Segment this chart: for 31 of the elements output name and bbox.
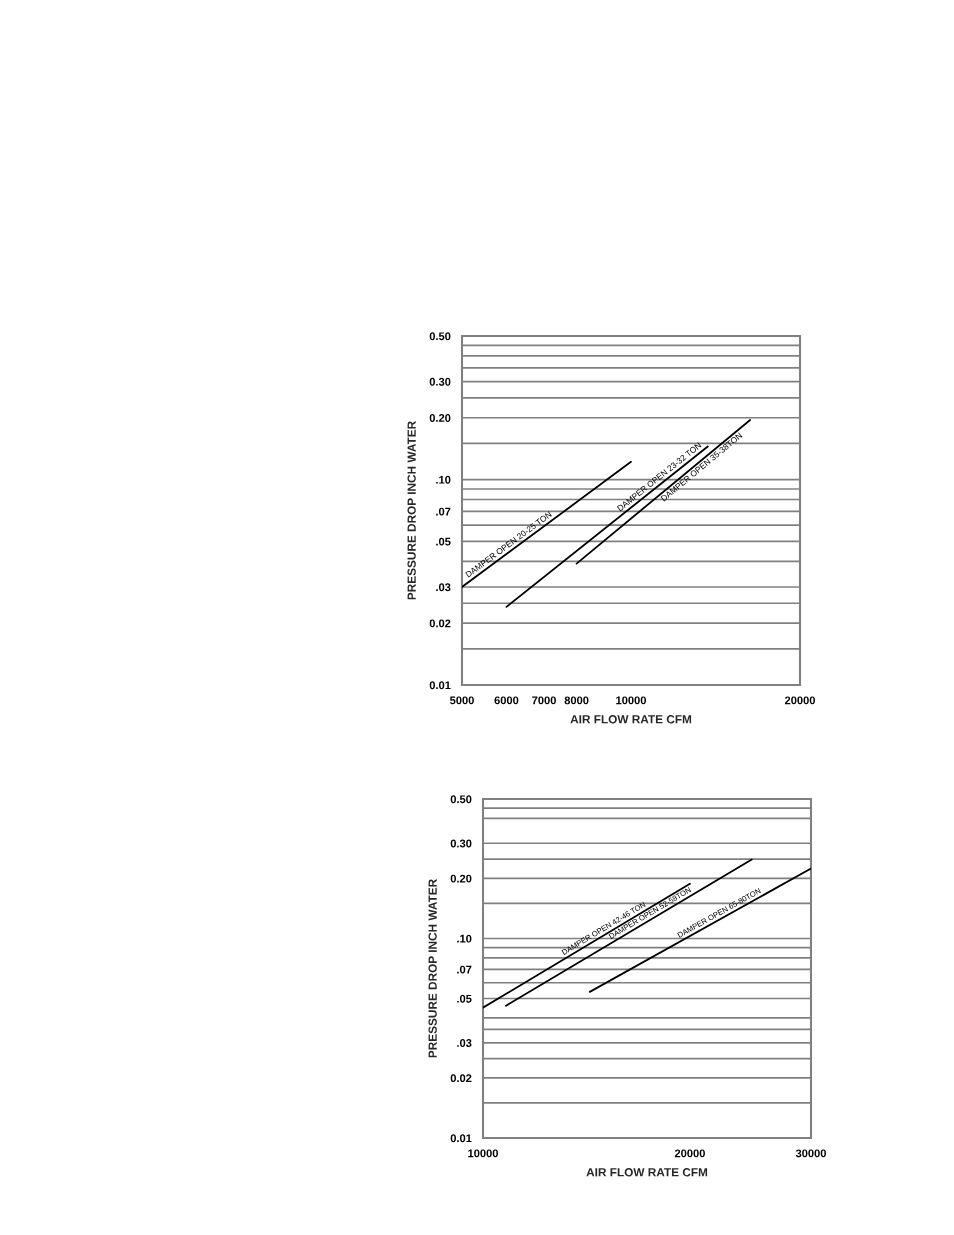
x-axis-title: AIR FLOW RATE CFM (586, 1168, 708, 1177)
y-tick-label: .05 (457, 994, 472, 1003)
x-tick-label: 30000 (795, 1149, 826, 1158)
x-tick-label: 5000 (449, 696, 474, 705)
y-tick-label: .07 (436, 507, 451, 516)
x-tick-label: 20000 (784, 696, 815, 705)
y-axis-title: PRESSURE DROP INCH WATER (407, 421, 416, 600)
x-tick-label: 6000 (494, 696, 519, 705)
x-axis-title: AIR FLOW RATE CFM (570, 715, 692, 724)
y-tick-label: 0.01 (429, 681, 451, 690)
x-tick-label: 10000 (616, 696, 646, 705)
x-tick-label: 8000 (564, 696, 589, 705)
x-tick-label: 7000 (532, 696, 556, 705)
y-tick-label: .03 (457, 1039, 472, 1047)
y-tick-label: 0.50 (429, 332, 451, 341)
y-tick-label: 0.02 (429, 619, 451, 628)
y-tick-label: .10 (436, 475, 451, 484)
y-tick-label: 0.02 (450, 1074, 472, 1083)
y-tick-label: .05 (436, 537, 451, 546)
y-tick-label: 0.20 (429, 414, 451, 422)
y-tick-label: 0.20 (450, 874, 472, 883)
y-axis-title: PRESSURE DROP INCH WATER (428, 879, 437, 1058)
y-tick-label: 0.30 (429, 377, 451, 386)
y-tick-label: 0.30 (450, 839, 472, 848)
x-tick-label: 10000 (468, 1149, 498, 1158)
y-tick-label: .03 (436, 583, 451, 592)
y-tick-label: .10 (457, 934, 472, 943)
y-tick-label: 0.01 (450, 1134, 472, 1143)
y-tick-label: 0.50 (450, 795, 472, 804)
x-tick-label: 20000 (674, 1149, 705, 1158)
y-tick-label: .07 (457, 965, 472, 974)
